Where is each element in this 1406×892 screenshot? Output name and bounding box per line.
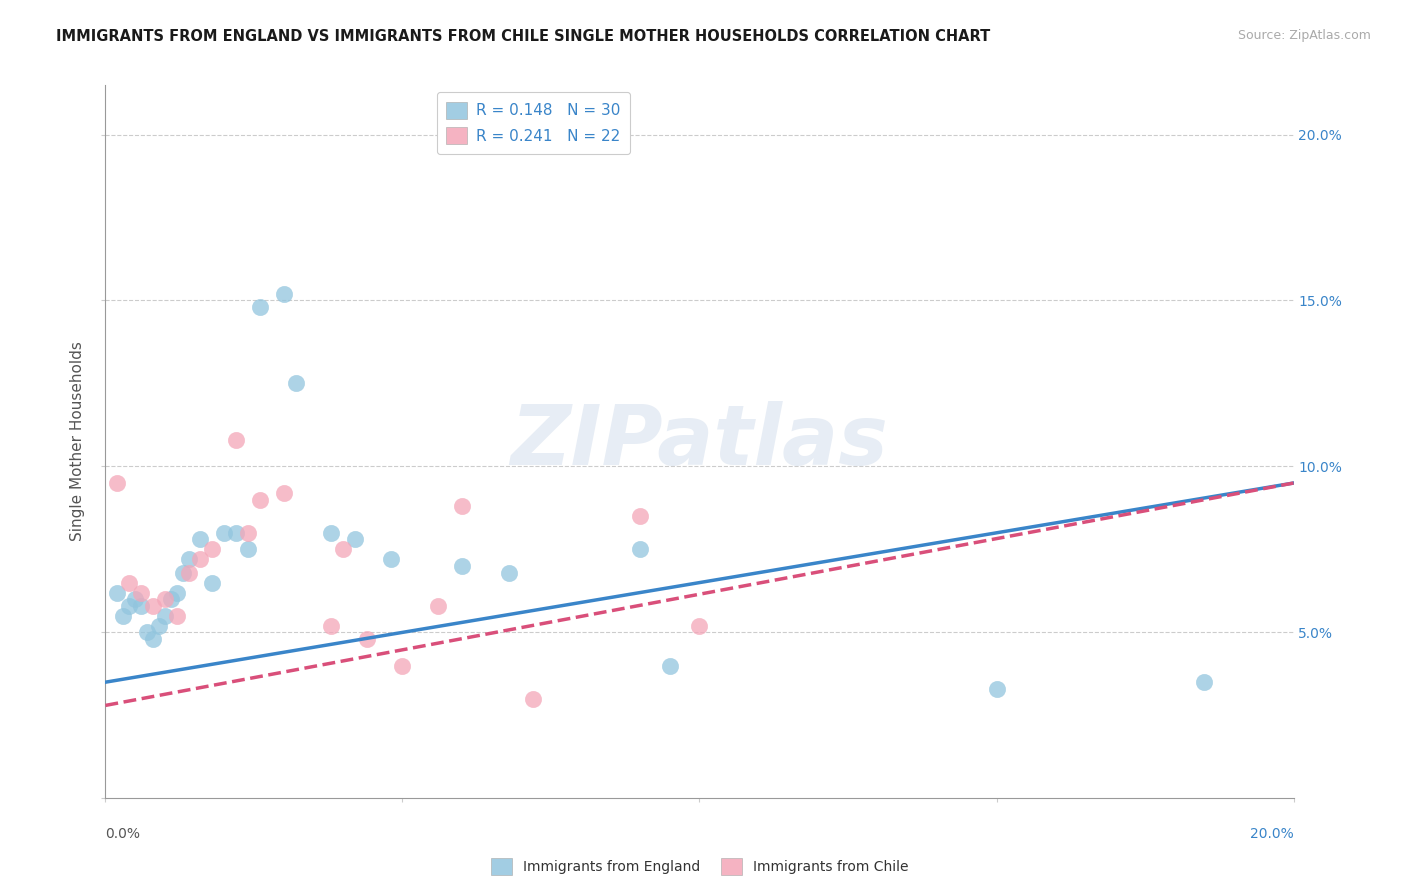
Point [190, 533, 212, 547]
Point [136, 625, 159, 640]
Point [129, 599, 152, 613]
Point [201, 575, 224, 590]
Point [142, 599, 165, 613]
Point [153, 608, 176, 623]
Point [177, 552, 200, 566]
Y-axis label: Single Mother Households: Single Mother Households [70, 342, 86, 541]
Point [332, 542, 354, 557]
Text: ZIPatlas: ZIPatlas [510, 401, 889, 482]
Point [105, 476, 128, 491]
Point [380, 552, 402, 566]
Point [343, 533, 366, 547]
Point [177, 566, 200, 580]
Point [118, 599, 141, 613]
Point [236, 525, 259, 540]
Point [105, 585, 128, 599]
Point [628, 509, 651, 524]
Text: 0.0%: 0.0% [105, 828, 141, 841]
Point [142, 632, 165, 646]
Point [166, 608, 188, 623]
Legend: Immigrants from England, Immigrants from Chile: Immigrants from England, Immigrants from… [485, 853, 914, 880]
Point [284, 376, 307, 391]
Point [159, 592, 181, 607]
Point [124, 592, 146, 607]
Point [321, 619, 343, 633]
Point [118, 575, 141, 590]
Point [450, 500, 472, 514]
Point [201, 542, 224, 557]
Point [321, 525, 343, 540]
Point [172, 566, 194, 580]
Point [148, 619, 170, 633]
Point [628, 542, 651, 557]
Point [658, 658, 681, 673]
Point [273, 486, 295, 500]
Text: IMMIGRANTS FROM ENGLAND VS IMMIGRANTS FROM CHILE SINGLE MOTHER HOUSEHOLDS CORREL: IMMIGRANTS FROM ENGLAND VS IMMIGRANTS FR… [56, 29, 990, 44]
Point [214, 525, 236, 540]
Point [689, 619, 711, 633]
Point [190, 552, 212, 566]
Text: Source: ZipAtlas.com: Source: ZipAtlas.com [1237, 29, 1371, 42]
Point [153, 592, 176, 607]
Point [249, 492, 271, 507]
Point [986, 681, 1008, 696]
Point [1194, 675, 1216, 690]
Point [166, 585, 188, 599]
Point [498, 566, 520, 580]
Point [391, 658, 413, 673]
Point [450, 559, 472, 574]
Point [522, 691, 544, 706]
Point [356, 632, 378, 646]
Point [236, 542, 259, 557]
Point [112, 608, 135, 623]
Point [427, 599, 450, 613]
Point [249, 300, 271, 314]
Point [225, 433, 247, 447]
Point [225, 525, 247, 540]
Text: 20.0%: 20.0% [1250, 828, 1294, 841]
Point [273, 286, 295, 301]
Point [129, 585, 152, 599]
